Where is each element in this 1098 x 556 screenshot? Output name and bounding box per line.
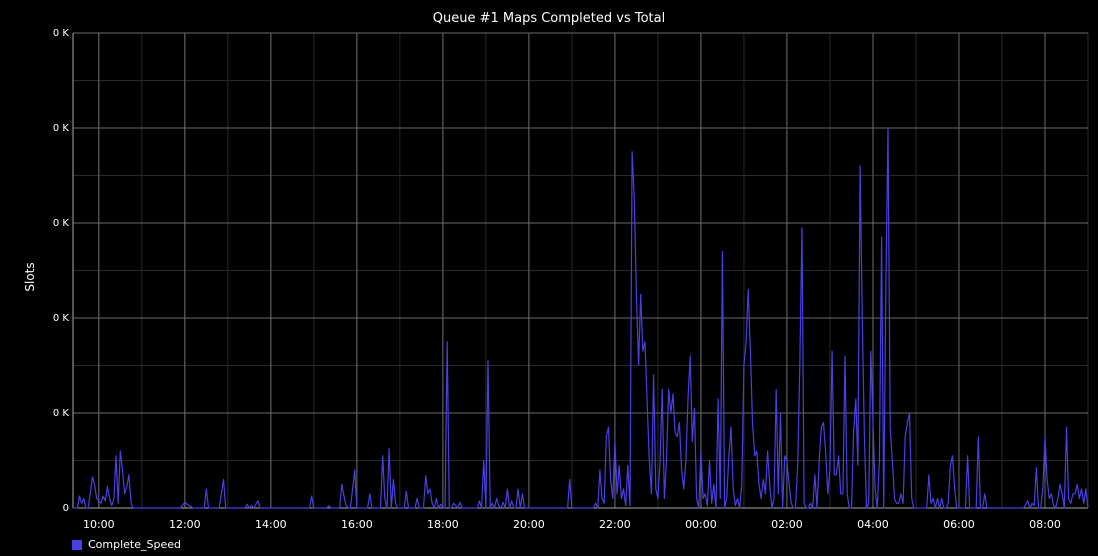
series-line-complete-speed [73,127,1089,509]
x-tick-label: 04:00 [857,518,889,531]
x-tick-label: 18:00 [427,518,459,531]
y-axis-label: Slots [23,262,37,291]
x-tick-label: 06:00 [943,518,975,531]
x-tick-label: 22:00 [599,518,631,531]
x-tick-label: 10:00 [83,518,115,531]
x-tick-label: 14:00 [255,518,287,531]
y-tick-label: 0 K [53,28,70,39]
chart-title: Queue #1 Maps Completed vs Total [433,11,665,26]
x-ticks: 10:00 12:00 14:00 16:00 18:00 20:00 22:00 00:00… [83,518,1061,531]
grid [72,32,1089,509]
y-tick-label: 0 K [53,313,70,324]
x-tick-label: 02:00 [771,518,803,531]
x-tick-label: 08:00 [1029,518,1061,531]
y-tick-label: 0 K [53,218,70,229]
x-tick-label: 20:00 [513,518,545,531]
x-tick-label: 16:00 [341,518,373,531]
x-tick-label: 00:00 [685,518,717,531]
y-tick-label: 0 [63,503,69,514]
x-tick-label: 12:00 [169,518,201,531]
y-tick-label: 0 K [53,408,70,419]
y-tick-label: 0 K [53,123,70,134]
legend: Complete_Speed [72,538,181,551]
legend-label: Complete_Speed [88,538,181,551]
legend-swatch [72,539,82,550]
y-ticks: 0 0 K 0 K 0 K 0 K 0 K [53,28,70,514]
